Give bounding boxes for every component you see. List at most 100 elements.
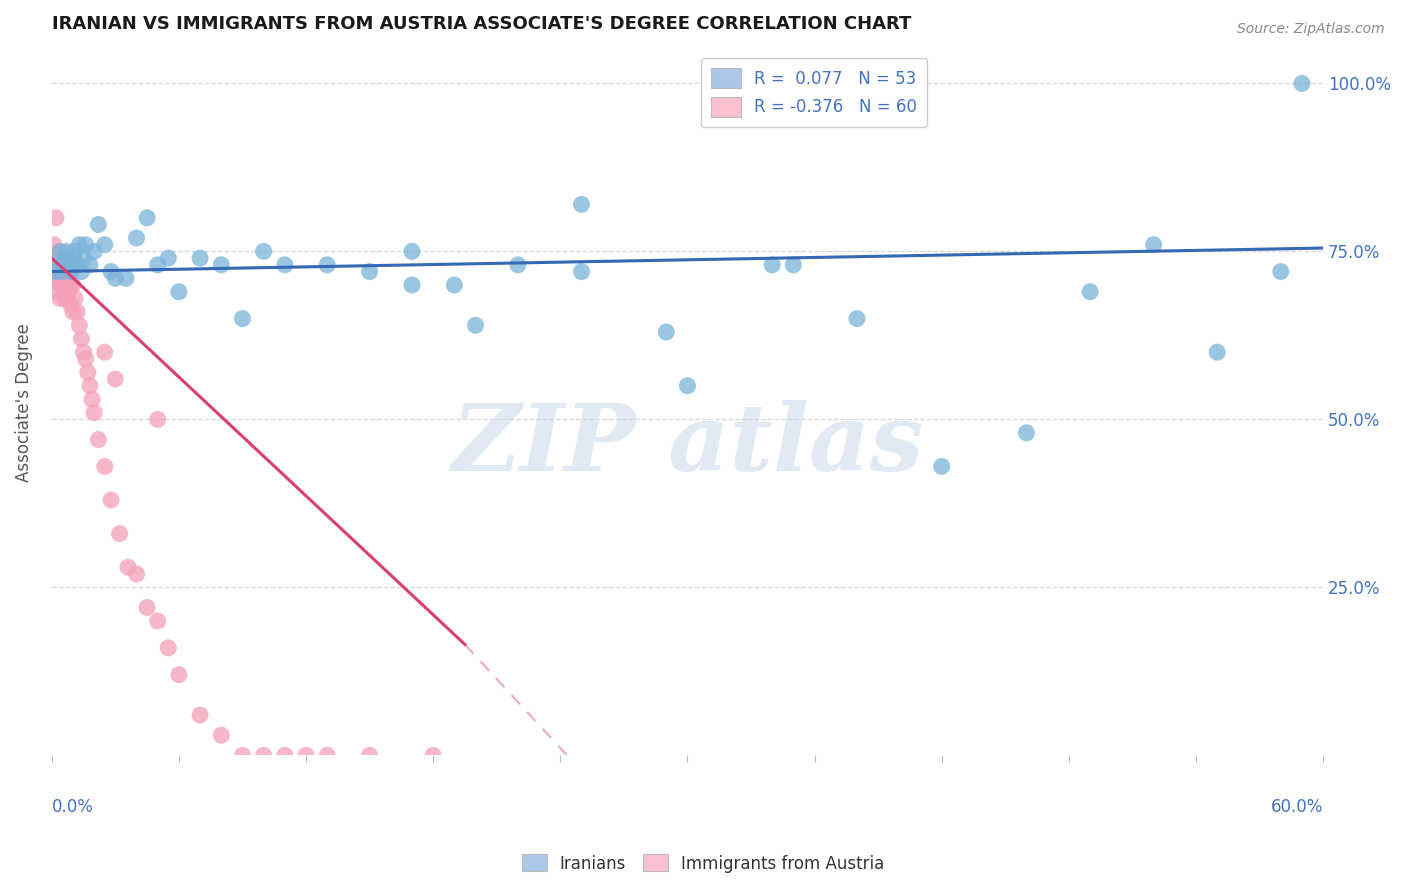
- Point: [70, 332, 93, 346]
- Point: [274, 748, 297, 763]
- Point: [136, 600, 159, 615]
- Point: [46, 258, 69, 272]
- Point: [53, 271, 76, 285]
- Point: [136, 211, 159, 225]
- Point: [42, 237, 65, 252]
- Point: [422, 748, 444, 763]
- Point: [49, 258, 72, 272]
- Point: [1206, 345, 1229, 359]
- Point: [76, 365, 98, 379]
- Point: [188, 251, 211, 265]
- Point: [316, 258, 339, 272]
- Point: [49, 292, 72, 306]
- Point: [274, 258, 297, 272]
- Text: Source: ZipAtlas.com: Source: ZipAtlas.com: [1237, 22, 1385, 37]
- Point: [45, 211, 67, 225]
- Point: [104, 372, 127, 386]
- Point: [67, 318, 90, 333]
- Point: [157, 251, 180, 265]
- Point: [79, 379, 101, 393]
- Point: [401, 244, 423, 259]
- Point: [1291, 77, 1313, 91]
- Point: [782, 258, 804, 272]
- Text: 60.0%: 60.0%: [1271, 797, 1323, 815]
- Point: [146, 258, 169, 272]
- Text: ZIP atlas: ZIP atlas: [451, 400, 924, 490]
- Point: [45, 264, 67, 278]
- Point: [359, 748, 381, 763]
- Point: [83, 406, 105, 420]
- Point: [66, 305, 89, 319]
- Point: [846, 311, 869, 326]
- Point: [93, 459, 115, 474]
- Point: [676, 379, 699, 393]
- Point: [231, 311, 253, 326]
- Point: [157, 640, 180, 655]
- Point: [87, 433, 110, 447]
- Point: [63, 292, 86, 306]
- Point: [45, 271, 67, 285]
- Point: [67, 237, 90, 252]
- Point: [571, 197, 593, 211]
- Point: [59, 278, 82, 293]
- Point: [51, 264, 73, 278]
- Point: [87, 218, 110, 232]
- Point: [93, 345, 115, 359]
- Point: [1142, 237, 1164, 252]
- Point: [66, 258, 89, 272]
- Y-axis label: Associate's Degree: Associate's Degree: [15, 323, 32, 482]
- Point: [167, 285, 190, 299]
- Point: [42, 251, 65, 265]
- Point: [62, 278, 84, 293]
- Point: [253, 244, 276, 259]
- Point: [51, 264, 73, 278]
- Point: [51, 278, 73, 293]
- Point: [188, 708, 211, 723]
- Point: [167, 667, 190, 681]
- Point: [75, 351, 97, 366]
- Legend: Iranians, Immigrants from Austria: Iranians, Immigrants from Austria: [515, 847, 891, 880]
- Point: [231, 748, 253, 763]
- Point: [46, 258, 69, 272]
- Point: [316, 748, 339, 763]
- Point: [53, 258, 76, 272]
- Point: [79, 258, 101, 272]
- Point: [125, 566, 148, 581]
- Point: [72, 345, 94, 359]
- Legend: R =  0.077   N = 53, R = -0.376   N = 60: R = 0.077 N = 53, R = -0.376 N = 60: [700, 58, 927, 128]
- Point: [1015, 425, 1038, 440]
- Point: [104, 271, 127, 285]
- Point: [49, 278, 72, 293]
- Point: [45, 285, 67, 299]
- Point: [100, 264, 122, 278]
- Point: [83, 244, 105, 259]
- Point: [55, 278, 77, 293]
- Point: [53, 251, 76, 265]
- Point: [401, 278, 423, 293]
- Point: [49, 244, 72, 259]
- Point: [80, 392, 103, 407]
- Text: 0.0%: 0.0%: [52, 797, 94, 815]
- Point: [931, 459, 953, 474]
- Point: [146, 614, 169, 628]
- Point: [63, 244, 86, 259]
- Point: [59, 264, 82, 278]
- Point: [58, 258, 80, 272]
- Text: IRANIAN VS IMMIGRANTS FROM AUSTRIA ASSOCIATE'S DEGREE CORRELATION CHART: IRANIAN VS IMMIGRANTS FROM AUSTRIA ASSOC…: [52, 15, 911, 33]
- Point: [55, 264, 77, 278]
- Point: [655, 325, 678, 339]
- Point: [59, 298, 82, 312]
- Point: [55, 292, 77, 306]
- Point: [53, 292, 76, 306]
- Point: [443, 278, 465, 293]
- Point: [42, 264, 65, 278]
- Point: [62, 251, 84, 265]
- Point: [1270, 264, 1292, 278]
- Point: [72, 251, 94, 265]
- Point: [58, 285, 80, 299]
- Point: [295, 748, 318, 763]
- Point: [209, 728, 232, 742]
- Point: [1078, 285, 1101, 299]
- Point: [761, 258, 783, 272]
- Point: [359, 264, 381, 278]
